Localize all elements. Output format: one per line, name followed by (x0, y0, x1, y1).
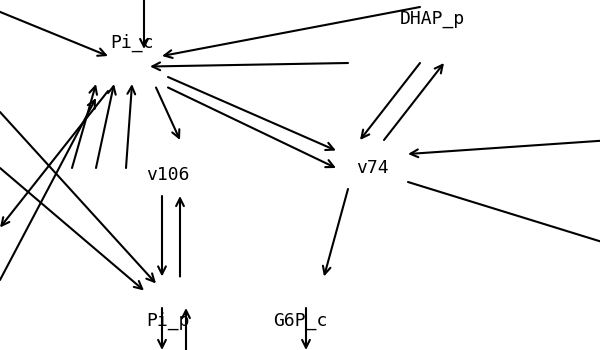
FancyArrowPatch shape (168, 88, 334, 167)
FancyArrowPatch shape (72, 86, 97, 168)
Text: DHAP_p: DHAP_p (400, 10, 464, 28)
FancyArrowPatch shape (410, 140, 600, 157)
FancyArrowPatch shape (408, 182, 600, 246)
FancyArrowPatch shape (168, 77, 334, 150)
Text: v106: v106 (146, 166, 190, 184)
FancyArrowPatch shape (140, 0, 148, 47)
FancyArrowPatch shape (302, 308, 310, 348)
FancyArrowPatch shape (126, 86, 135, 168)
Text: Pi_c: Pi_c (110, 34, 154, 52)
FancyArrowPatch shape (361, 63, 420, 138)
FancyArrowPatch shape (323, 189, 348, 274)
FancyArrowPatch shape (156, 88, 179, 138)
FancyArrowPatch shape (96, 86, 116, 168)
Text: G6P_c: G6P_c (273, 312, 327, 329)
FancyArrowPatch shape (384, 65, 443, 140)
FancyArrowPatch shape (176, 198, 184, 276)
FancyArrowPatch shape (152, 62, 348, 70)
FancyArrowPatch shape (0, 7, 106, 56)
FancyArrowPatch shape (158, 308, 166, 348)
Text: v74: v74 (356, 159, 388, 177)
FancyArrowPatch shape (0, 100, 95, 280)
Text: Pi_p: Pi_p (146, 312, 190, 330)
FancyArrowPatch shape (158, 196, 166, 274)
FancyArrowPatch shape (0, 168, 142, 289)
FancyArrowPatch shape (0, 112, 154, 282)
FancyArrowPatch shape (1, 91, 108, 226)
FancyArrowPatch shape (182, 310, 190, 350)
FancyArrowPatch shape (164, 7, 420, 58)
